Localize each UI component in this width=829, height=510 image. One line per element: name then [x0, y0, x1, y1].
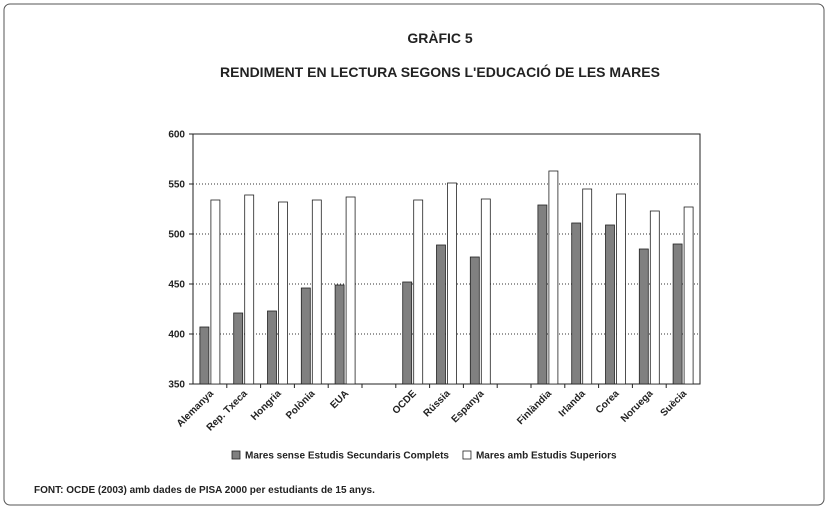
legend-swatch [231, 450, 241, 460]
bar [605, 224, 615, 385]
y-tick-label: 550 [168, 180, 185, 191]
bar [571, 222, 582, 385]
bar [267, 310, 277, 385]
bar [548, 170, 559, 385]
bar [311, 199, 322, 385]
source-note: FONT: OCDE (2003) amb dades de PISA 2000… [34, 485, 375, 496]
bar [210, 199, 221, 385]
bar [199, 326, 210, 385]
bar [638, 248, 649, 385]
bar [413, 199, 424, 385]
bar [436, 244, 446, 385]
bar [649, 210, 660, 385]
bar [244, 194, 255, 385]
bar [278, 201, 288, 385]
bar [480, 198, 491, 385]
y-tick-label: 400 [168, 330, 185, 341]
plot-area [192, 133, 701, 385]
chart-title: GRÀFIC 5 [407, 30, 473, 46]
legend-label: Mares amb Estudis Superiors [476, 451, 617, 462]
bar [469, 256, 480, 385]
bar [334, 284, 345, 385]
bar [672, 243, 683, 385]
bar [402, 281, 413, 385]
bar [616, 193, 626, 385]
bar [447, 182, 457, 385]
bar [345, 196, 356, 385]
y-tick-label: 450 [168, 280, 185, 291]
bar [537, 204, 548, 385]
bar [233, 312, 244, 385]
y-tick-label: 350 [168, 380, 185, 391]
y-tick-label: 600 [168, 130, 185, 141]
chart-subtitle: RENDIMENT EN LECTURA SEGONS L'EDUCACIÓ D… [220, 63, 660, 80]
y-tick-label: 500 [168, 230, 185, 241]
bar [300, 287, 311, 385]
legend-swatch [462, 450, 472, 460]
legend-label: Mares sense Estudis Secundaris Complets [245, 451, 449, 462]
bar [683, 206, 694, 385]
bar [582, 188, 593, 385]
